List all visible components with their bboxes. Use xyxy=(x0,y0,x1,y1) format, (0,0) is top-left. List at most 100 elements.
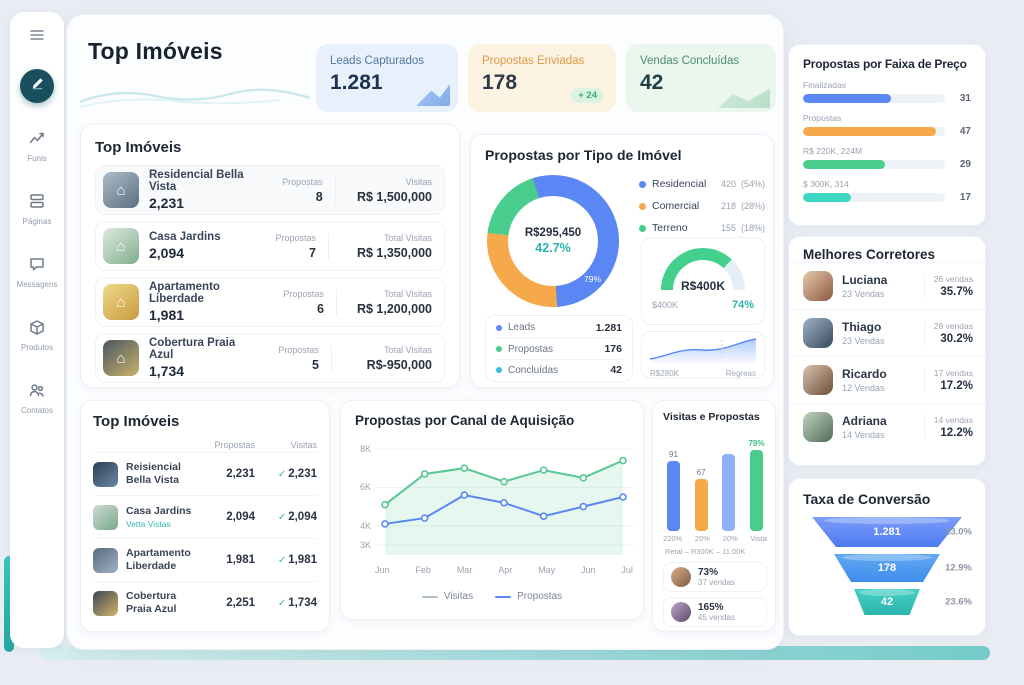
gauge-percent: 74% xyxy=(731,299,754,311)
corretor-row[interactable]: Adriana 14 Vendas 14 vendas 12.2% xyxy=(789,403,985,450)
price-range-row: $ 300K, 314 17 xyxy=(789,179,985,203)
visitas-label: Total Visitas xyxy=(384,288,433,299)
page-title: Top Imóveis xyxy=(88,38,223,64)
melhores-corretores-card: Melhores Corretores Luciana 23 Vendas 26… xyxy=(788,236,986,466)
donut-center-percent: 42.7% xyxy=(535,241,571,255)
corretor-row[interactable]: Luciana 23 Vendas 26 vendas 35.7% xyxy=(789,262,985,309)
legend-item[interactable]: Terreno 155 (18%) xyxy=(639,217,765,239)
faixa-bar-fill xyxy=(803,94,892,103)
property-row[interactable]: ⌂ Casa Jardins 2,094 Propostas 7 Total V… xyxy=(95,221,445,271)
legend-item[interactable]: Visitas xyxy=(421,591,473,602)
edit-button[interactable] xyxy=(20,69,54,103)
sidebar-item-contatos[interactable]: Contatos xyxy=(17,381,58,415)
corretor-row[interactable]: Ricardo 12 Vendas 17 vendas 17.2% xyxy=(789,356,985,403)
table-row[interactable]: Casa Jardins Vetta Vistas 2,094 ✓ 2,094 xyxy=(93,495,317,538)
property-photo xyxy=(93,547,118,573)
visitas-label: Total Visitas xyxy=(384,344,432,355)
faixa-bar-fill xyxy=(803,160,886,169)
property-list: ⌂ Residencial Bella Vista 2,231 Proposta… xyxy=(95,165,445,383)
propostas-value: 2,231 xyxy=(226,468,255,480)
table-header: Propostas Visitas xyxy=(93,440,317,450)
sidebar-item-messagens[interactable]: Messagens xyxy=(17,255,57,289)
property-name: Apartamento Liberdade xyxy=(149,281,220,305)
corretor-name: Adriana xyxy=(842,414,887,428)
property-name: Casa Jardins xyxy=(126,504,192,517)
canal-legend-swatch xyxy=(421,595,438,598)
card-title: Propostas por Faixa de Preço xyxy=(803,57,967,71)
visitas-value: 1,734 xyxy=(288,597,317,609)
sidebar: Funis Páginas Messagens Produtos xyxy=(10,12,64,648)
visitas-label: Visitas xyxy=(405,176,432,187)
visitas-value: R$ 1,200,000 xyxy=(356,301,433,316)
x-tick: Jul xyxy=(621,565,633,575)
donut-chart xyxy=(487,175,619,307)
check-icon: ✓ xyxy=(277,469,287,480)
sidebar-item-paginas[interactable]: Páginas xyxy=(17,192,58,226)
faixa-preco-card: Propostas por Faixa de Preço Finalizadas… xyxy=(788,44,986,226)
property-photo: ⌂ xyxy=(103,228,139,264)
canal-x-axis: Jun Feb Mar Apr May Jun Jul xyxy=(375,565,633,575)
stat-dot xyxy=(496,367,502,373)
donut-segment-label: 79% xyxy=(584,274,602,284)
corretor-row[interactable]: Thiago 23 Vendas 28 vendas 30.2% xyxy=(789,309,985,356)
card-title: Melhores Corretores xyxy=(803,247,936,262)
x-tick: Apr xyxy=(498,565,513,575)
funnel-stage: 1.281 xyxy=(812,517,962,547)
stage-value: 178 xyxy=(877,562,897,574)
stage-percent: 13.0% xyxy=(945,526,972,538)
propostas-value: 8 xyxy=(315,189,323,204)
property-name: Casa Jardins xyxy=(149,231,221,243)
legend-dot xyxy=(639,224,646,232)
property-name: Apartamento Liberdade xyxy=(126,546,191,572)
stat-card-propostas[interactable]: Propostas Enviadas 178 + 24 xyxy=(468,44,616,112)
x-tick: Vista xyxy=(750,534,767,543)
property-row[interactable]: ⌂ Apartamento Liberdade 1,981 Propostas … xyxy=(95,277,445,327)
stat-label: Leads Capturados xyxy=(330,55,424,67)
top-imoveis-card: Top Imóveis ⌂ Residencial Bella Vista 2,… xyxy=(80,124,460,388)
property-count: 2,094 xyxy=(149,245,185,261)
funnel-stats-list: Leads 1.281 Propostas 176 Concluídas 42 xyxy=(485,315,633,382)
x-tick: 20% xyxy=(694,534,710,543)
sidebar-item-label: Produtos xyxy=(20,343,53,352)
legend-item[interactable]: Residencial 420 (54%) xyxy=(639,173,765,195)
card-title: Top Imóveis xyxy=(95,139,182,156)
stat-card-leads[interactable]: Leads Capturados 1.281 xyxy=(316,44,458,112)
sidebar-item-funis[interactable]: Funis xyxy=(17,129,58,163)
menu-icon[interactable] xyxy=(28,26,46,49)
legend-item[interactable]: Comercial 218 (28%) xyxy=(639,195,765,217)
visitas-value: 2,231 xyxy=(288,468,317,480)
stat-value: 42 xyxy=(610,364,622,376)
agent-vendas: 45 vendas xyxy=(698,613,735,622)
legend-label: Comercial xyxy=(652,200,700,212)
property-row[interactable]: ⌂ Cobertura Praia Azul 1,734 Propostas 5… xyxy=(95,333,445,383)
legend-label: Terreno xyxy=(652,222,688,234)
visitas-value: R$-950,000 xyxy=(366,357,432,372)
corretor-sub: 12 Vendas xyxy=(842,383,885,393)
agent-mini-row[interactable]: 165% 45 vendas xyxy=(663,597,767,627)
corretor-sub: 23 Vendas xyxy=(842,289,885,299)
stat-card-vendas[interactable]: Vendas Concluídas 42 xyxy=(626,44,776,112)
table-row[interactable]: Apartamento Liberdade 1,981 ✓ 1,981 xyxy=(93,538,317,581)
sidebar-item-produtos[interactable]: Produtos xyxy=(17,318,58,352)
propostas-value: 7 xyxy=(309,245,316,260)
decor-left-accent xyxy=(4,556,14,652)
card-title: Propostas por Tipo de Imóvel xyxy=(485,147,682,163)
property-row[interactable]: ⌂ Residencial Bella Vista 2,231 Proposta… xyxy=(95,165,445,215)
col-propostas: Propostas xyxy=(214,440,255,450)
agent-vendas: 37 vendas xyxy=(698,578,735,587)
price-range-row: Propostas 47 xyxy=(789,113,985,137)
table-row[interactable]: Cobertura Praia Azul 2,251 ✓ 1,734 xyxy=(93,581,317,624)
table-row[interactable]: Reisiencial Bella Vista 2,231 ✓ 2,231 xyxy=(93,452,317,495)
range-label: Propostas xyxy=(803,113,842,123)
gauge-card: R$400K $400K 74% xyxy=(641,237,765,325)
avatar xyxy=(803,271,833,301)
stat-label: Concluídas xyxy=(508,364,559,376)
range-label: R$ 220K, 224M xyxy=(803,146,863,156)
mini-left-label: R$280K xyxy=(650,369,679,378)
vp-bar xyxy=(749,450,763,531)
legend-item[interactable]: Propostas xyxy=(495,591,562,602)
stat-value: 178 xyxy=(482,71,518,94)
agent-mini-row[interactable]: 73% 37 vendas xyxy=(663,562,767,592)
propostas-label: Propostas xyxy=(282,176,323,187)
